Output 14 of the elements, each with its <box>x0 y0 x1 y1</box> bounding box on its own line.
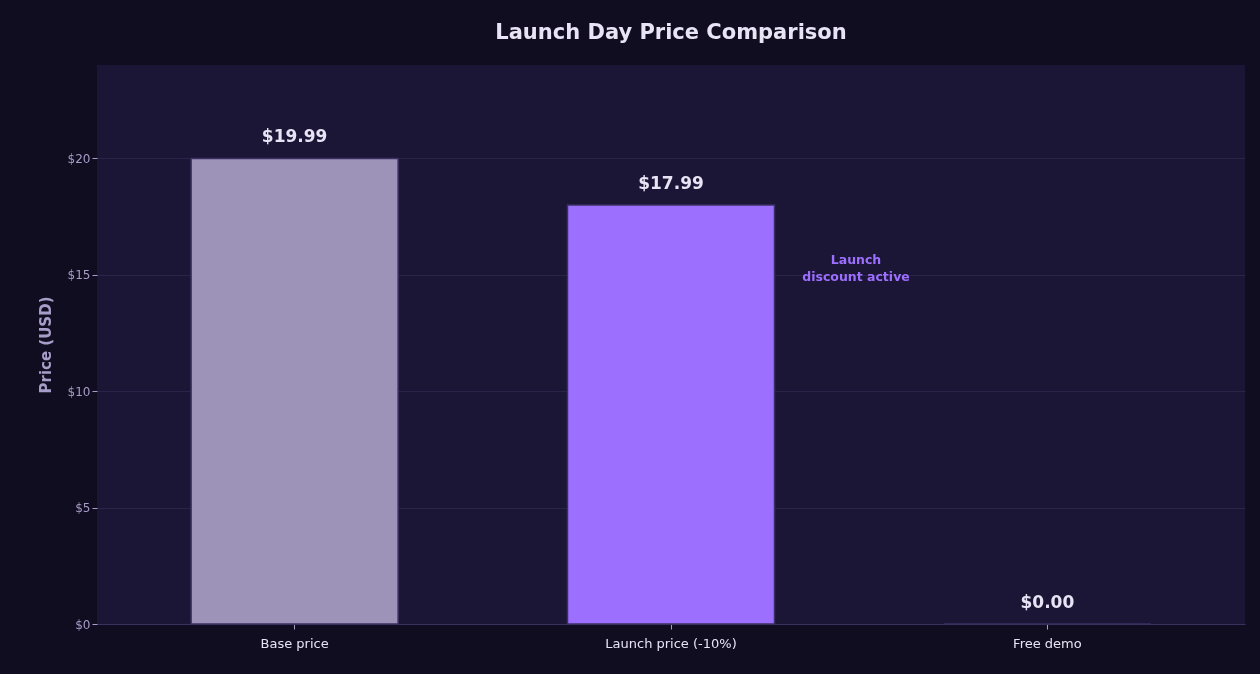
y-tick-label: $5 <box>75 501 91 516</box>
annotation: Launch discount active <box>802 251 910 284</box>
y-tick-label: $20 <box>67 151 91 166</box>
chart-title: Launch Day Price Comparison <box>495 20 847 44</box>
x-tick-label: Launch price (-10%) <box>605 635 737 651</box>
data-label: $17.99 <box>638 172 704 193</box>
y-tick-label: $0 <box>75 617 91 632</box>
x-tick-label: Base price <box>260 635 329 651</box>
y-tick-label: $15 <box>67 268 91 283</box>
y-tick-label: $10 <box>67 384 91 399</box>
data-label: $19.99 <box>261 126 328 147</box>
y-axis-title: Price (USD) <box>36 296 55 394</box>
data-label: $0.00 <box>1020 592 1075 612</box>
x-tick-label: Free demo <box>1013 635 1082 651</box>
